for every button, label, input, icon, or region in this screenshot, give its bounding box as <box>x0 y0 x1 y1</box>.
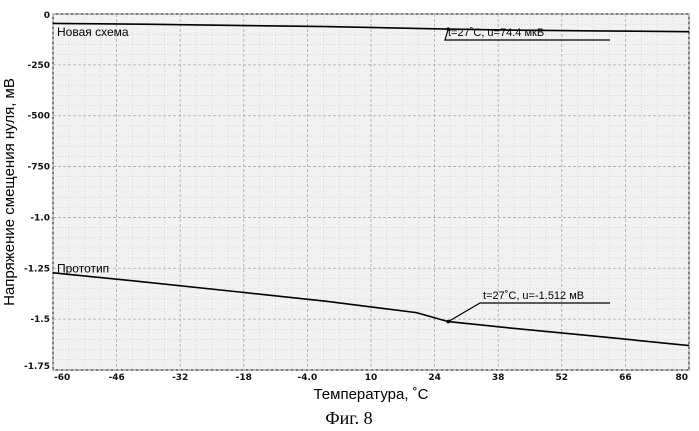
x-axis-label: Температура, ˚C <box>313 386 428 403</box>
y-tick-label: -1.5 <box>30 315 50 325</box>
y-tick-label: -1.25 <box>24 264 50 274</box>
y-axis-label: Напряжение смещения нуля, мВ <box>1 78 18 306</box>
x-tick-label: 10 <box>365 373 378 383</box>
x-tick-label: 52 <box>556 373 569 383</box>
annotation-text: t=27˚C, u=-1.512 мВ <box>483 290 584 302</box>
y-tick-label: 0 <box>44 11 50 21</box>
x-tick-label: -4.0 <box>298 373 318 383</box>
x-tick-label: -46 <box>108 373 124 383</box>
series-label: Новая схема <box>57 25 129 39</box>
y-tick-label: -250 <box>27 61 50 71</box>
x-tick-label: 66 <box>619 373 632 383</box>
x-tick-label: 80 <box>675 373 688 383</box>
y-tick-label: -1.75 <box>24 362 50 372</box>
y-tick-label: -1.0 <box>30 213 50 223</box>
x-tick-label: -32 <box>172 373 188 383</box>
x-tick-label: -18 <box>236 373 252 383</box>
x-tick-label: 38 <box>492 373 505 383</box>
y-tick-label: -500 <box>27 112 50 122</box>
figure-caption: Фиг. 8 <box>325 408 372 428</box>
y-tick-label: -750 <box>27 163 50 173</box>
x-tick-label: -60 <box>54 373 70 383</box>
x-tick-label: 24 <box>428 373 441 383</box>
annotation-text: t=27˚C, u=74.4 мкВ <box>448 27 544 39</box>
series-label: Прототип <box>57 261 109 275</box>
